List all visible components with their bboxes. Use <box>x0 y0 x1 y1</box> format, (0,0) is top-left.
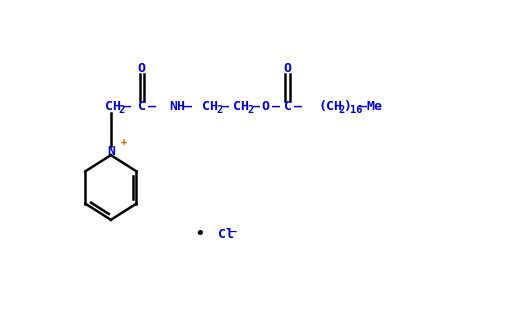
Text: Me: Me <box>367 100 383 113</box>
Text: O: O <box>284 62 291 75</box>
Text: O: O <box>138 62 146 75</box>
Text: NH: NH <box>169 100 185 113</box>
Text: O: O <box>262 100 270 113</box>
Text: 2: 2 <box>118 105 125 115</box>
Text: —: — <box>272 100 280 113</box>
Text: —: — <box>252 100 260 113</box>
Text: —: — <box>123 100 131 113</box>
Text: —: — <box>184 100 193 113</box>
Text: ): ) <box>344 100 351 113</box>
Text: CH: CH <box>233 100 249 113</box>
Text: •: • <box>195 225 205 244</box>
Text: 2: 2 <box>247 105 253 115</box>
Text: —: — <box>294 100 302 113</box>
Text: C: C <box>284 100 291 113</box>
Text: Cl: Cl <box>218 228 234 241</box>
Text: 2: 2 <box>339 105 345 115</box>
Text: −: − <box>229 226 238 236</box>
Text: (CH: (CH <box>319 100 342 113</box>
Text: CH: CH <box>202 100 218 113</box>
Text: 16: 16 <box>350 105 362 115</box>
Text: C: C <box>138 100 146 113</box>
Text: —: — <box>221 100 229 113</box>
Text: +: + <box>120 137 126 147</box>
Text: N: N <box>107 145 115 158</box>
Text: —: — <box>359 100 367 113</box>
Text: CH: CH <box>105 100 121 113</box>
Text: 2: 2 <box>216 105 222 115</box>
Text: —: — <box>148 100 156 113</box>
